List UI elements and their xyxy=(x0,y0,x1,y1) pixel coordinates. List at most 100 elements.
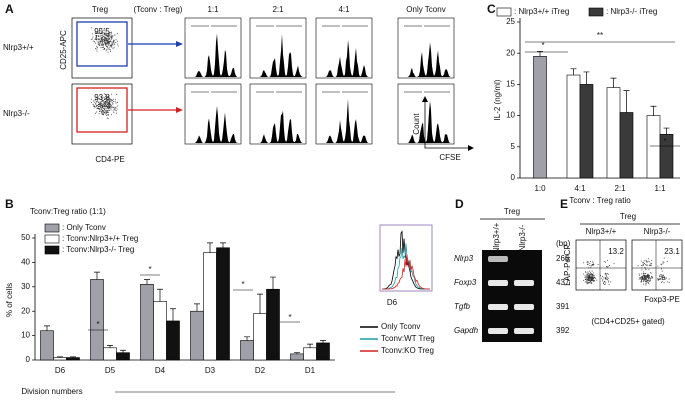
dot xyxy=(114,107,116,109)
dot xyxy=(108,104,110,106)
error-bar xyxy=(44,325,50,331)
histogram xyxy=(400,42,452,77)
dot xyxy=(662,263,664,265)
dot xyxy=(107,105,109,107)
panel-letter: C xyxy=(487,2,496,16)
dot xyxy=(96,50,98,52)
dot xyxy=(103,48,105,50)
legend-label: : Tconv:Nlrp3+/+ Treg xyxy=(62,234,138,243)
dot xyxy=(108,102,110,104)
dot xyxy=(100,47,102,49)
dot xyxy=(640,280,642,282)
dot xyxy=(646,261,648,263)
dot xyxy=(603,282,605,284)
dot xyxy=(603,277,605,279)
dot xyxy=(101,103,103,105)
dot xyxy=(103,36,105,38)
dot xyxy=(600,274,602,276)
dot xyxy=(106,101,108,103)
dot xyxy=(106,96,108,98)
dot xyxy=(116,93,118,95)
dot xyxy=(604,283,606,285)
panel-letter: B xyxy=(5,197,14,211)
dot xyxy=(102,47,104,49)
legend-swatch xyxy=(44,234,60,244)
dot xyxy=(585,281,587,283)
dot xyxy=(100,40,102,42)
dot xyxy=(109,46,111,48)
dot xyxy=(607,280,609,282)
dot xyxy=(639,274,641,276)
dot xyxy=(644,283,646,285)
dot xyxy=(91,102,93,104)
dot xyxy=(104,97,106,99)
dot xyxy=(102,46,104,48)
dot xyxy=(105,39,107,41)
dot xyxy=(91,38,93,40)
dot xyxy=(591,280,593,282)
dot xyxy=(102,29,104,31)
dot xyxy=(105,110,107,112)
histogram-frame xyxy=(249,83,307,145)
dot xyxy=(100,101,102,103)
dot xyxy=(105,102,107,104)
error-bar xyxy=(120,349,126,353)
dot-plot-frame xyxy=(631,239,683,291)
axis-label: Foxp3-PE xyxy=(644,295,680,304)
dot xyxy=(663,257,665,259)
dot xyxy=(103,108,105,110)
dot xyxy=(108,109,110,111)
axis-arrow xyxy=(424,100,470,149)
dot xyxy=(97,101,99,103)
bar xyxy=(66,357,80,361)
dot xyxy=(100,35,102,37)
dot xyxy=(97,98,99,100)
dot xyxy=(101,100,103,102)
legend-label: : Nlrp3-/- iTreg xyxy=(606,7,657,16)
dot xyxy=(95,112,97,114)
histogram-frame xyxy=(315,83,373,145)
dot xyxy=(99,102,101,104)
column-header: (Tconv : Treg) xyxy=(134,5,183,14)
dot xyxy=(112,47,114,49)
unit: (bp) xyxy=(556,239,571,248)
dot xyxy=(108,107,110,109)
dot xyxy=(93,105,95,107)
dot xyxy=(641,269,643,271)
dot xyxy=(98,101,100,103)
error-bar xyxy=(663,127,670,135)
dot xyxy=(607,277,609,279)
dot xyxy=(663,282,665,284)
dot xyxy=(592,264,594,266)
dot xyxy=(102,107,104,109)
gel-band xyxy=(514,304,534,310)
x-tick-label: D3 xyxy=(205,366,216,375)
dot xyxy=(657,265,659,267)
dot xyxy=(94,48,96,50)
dot xyxy=(602,280,604,282)
dot xyxy=(114,43,116,45)
y-tick-label: 20 xyxy=(21,306,30,315)
dot xyxy=(587,278,589,280)
dot xyxy=(110,107,112,109)
dot xyxy=(105,43,107,45)
bar xyxy=(606,87,621,179)
arrow-head xyxy=(468,145,474,151)
dot-plot-frame xyxy=(71,17,133,79)
dot xyxy=(593,276,595,278)
dot xyxy=(648,261,650,263)
legend-label: : Only Tconv xyxy=(62,223,106,232)
dot xyxy=(587,275,589,277)
dot xyxy=(103,105,105,107)
histogram-frame xyxy=(249,17,307,79)
legend-swatch xyxy=(44,223,60,233)
dot xyxy=(98,109,100,111)
dot xyxy=(584,274,586,276)
dot xyxy=(107,118,109,120)
dot xyxy=(585,276,587,278)
error-bar xyxy=(170,308,176,321)
dot xyxy=(98,105,100,107)
dot xyxy=(641,265,643,267)
bar xyxy=(303,347,317,361)
dot xyxy=(101,112,103,114)
